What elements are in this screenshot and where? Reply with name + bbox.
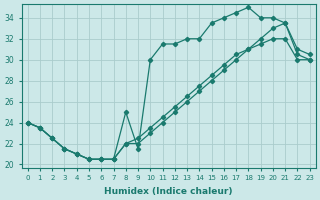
X-axis label: Humidex (Indice chaleur): Humidex (Indice chaleur): [104, 187, 233, 196]
